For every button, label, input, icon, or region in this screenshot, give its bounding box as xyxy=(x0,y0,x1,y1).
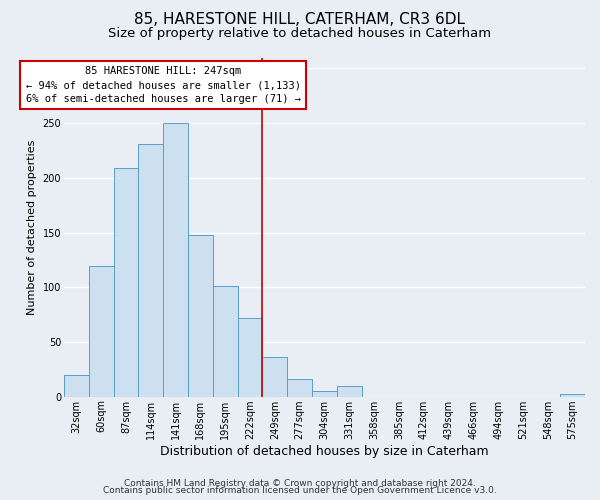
Bar xyxy=(238,318,262,396)
Bar xyxy=(287,379,312,396)
Bar xyxy=(163,123,188,396)
Text: Size of property relative to detached houses in Caterham: Size of property relative to detached ho… xyxy=(109,28,491,40)
Bar xyxy=(113,168,139,396)
Text: 85 HARESTONE HILL: 247sqm
← 94% of detached houses are smaller (1,133)
6% of sem: 85 HARESTONE HILL: 247sqm ← 94% of detac… xyxy=(26,66,301,104)
Bar xyxy=(64,375,89,396)
Bar xyxy=(139,144,163,397)
Y-axis label: Number of detached properties: Number of detached properties xyxy=(27,140,37,315)
Bar xyxy=(188,234,213,396)
Bar xyxy=(337,386,362,396)
Bar xyxy=(213,286,238,397)
Text: 85, HARESTONE HILL, CATERHAM, CR3 6DL: 85, HARESTONE HILL, CATERHAM, CR3 6DL xyxy=(134,12,466,28)
Bar xyxy=(89,266,113,396)
Text: Contains HM Land Registry data © Crown copyright and database right 2024.: Contains HM Land Registry data © Crown c… xyxy=(124,478,476,488)
Text: Contains public sector information licensed under the Open Government Licence v3: Contains public sector information licen… xyxy=(103,486,497,495)
X-axis label: Distribution of detached houses by size in Caterham: Distribution of detached houses by size … xyxy=(160,444,489,458)
Bar xyxy=(560,394,585,396)
Bar xyxy=(312,391,337,396)
Bar xyxy=(262,358,287,397)
